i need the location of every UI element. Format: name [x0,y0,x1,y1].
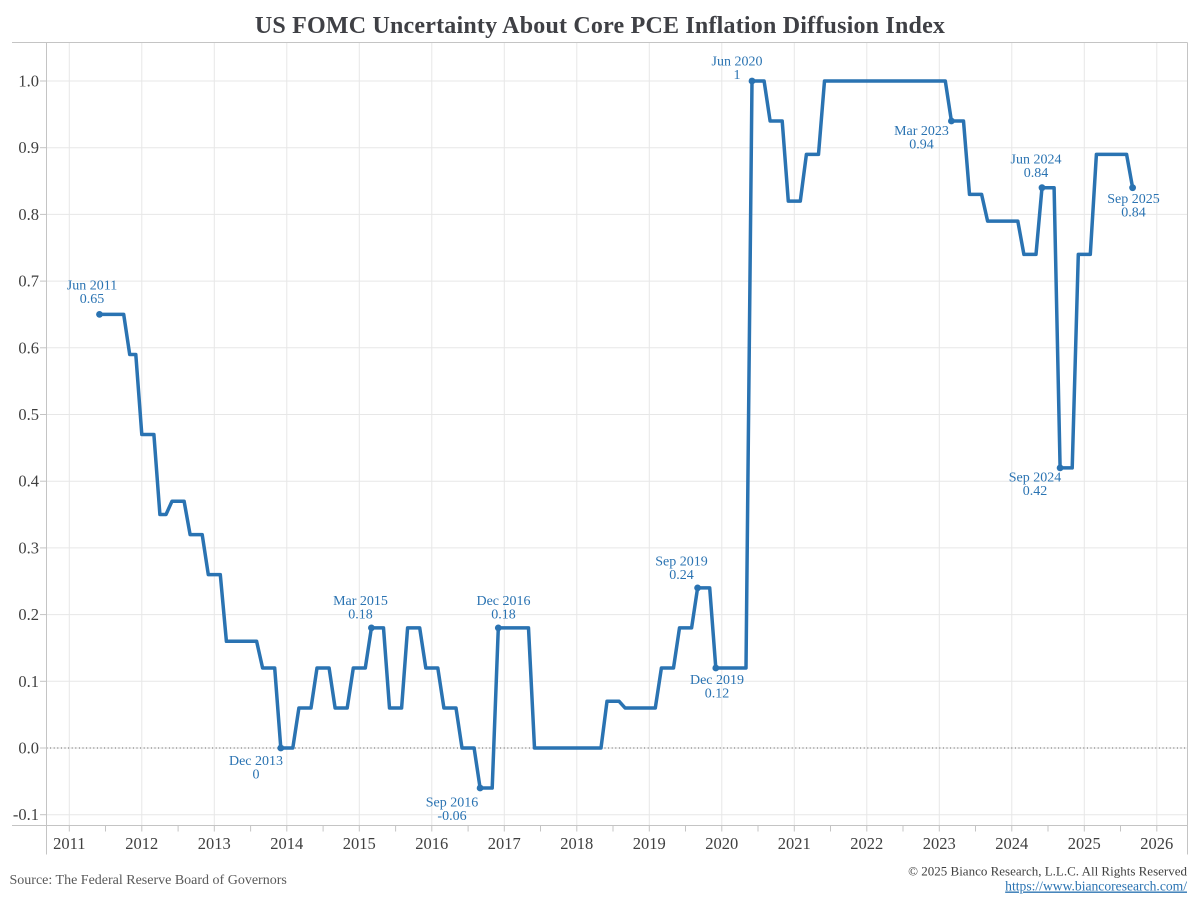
svg-text:0.18: 0.18 [491,608,516,623]
svg-text:2017: 2017 [488,834,521,853]
svg-text:1: 1 [734,68,741,83]
svg-text:0.84: 0.84 [1024,166,1049,181]
svg-text:1.0: 1.0 [18,72,39,91]
svg-text:0.6: 0.6 [18,338,39,357]
svg-text:Sep 2025: Sep 2025 [1107,192,1160,207]
svg-text:2020: 2020 [705,834,738,853]
svg-text:Source: The Federal Reserve Bo: Source: The Federal Reserve Board of Gov… [10,873,287,888]
svg-text:0.94: 0.94 [909,138,934,153]
svg-text:2019: 2019 [633,834,666,853]
svg-text:2015: 2015 [343,834,376,853]
svg-text:0.2: 0.2 [18,605,39,624]
svg-text:0: 0 [253,768,260,783]
svg-text:US FOMC Uncertainty About Core: US FOMC Uncertainty About Core PCE Infla… [255,13,945,39]
svg-text:2016: 2016 [415,834,448,853]
svg-text:0.0: 0.0 [18,739,39,758]
svg-text:Sep 2024: Sep 2024 [1009,471,1062,486]
svg-text:2026: 2026 [1140,834,1173,853]
svg-text:2022: 2022 [850,834,883,853]
svg-text:0.18: 0.18 [348,608,373,623]
svg-text:2012: 2012 [125,834,158,853]
svg-text:Dec 2016: Dec 2016 [476,594,530,609]
svg-text:Dec 2013: Dec 2013 [229,754,283,769]
svg-text:2018: 2018 [560,834,593,853]
svg-text:0.8: 0.8 [18,205,39,224]
svg-text:2025: 2025 [1068,834,1101,853]
svg-text:0.65: 0.65 [80,292,105,307]
svg-text:0.3: 0.3 [18,538,39,557]
svg-text:Jun 2011: Jun 2011 [67,279,117,294]
svg-text:Jun 2020: Jun 2020 [712,55,763,70]
svg-text:2013: 2013 [198,834,231,853]
svg-text:-0.1: -0.1 [13,805,39,824]
svg-text:0.7: 0.7 [18,272,39,291]
svg-text:2023: 2023 [923,834,956,853]
svg-text:2024: 2024 [995,834,1028,853]
svg-text:https://www.biancoresearch.com: https://www.biancoresearch.com/ [1005,879,1187,894]
svg-text:-0.06: -0.06 [437,809,466,824]
svg-text:0.9: 0.9 [18,138,39,157]
svg-text:0.24: 0.24 [669,568,694,583]
svg-text:0.1: 0.1 [18,672,39,691]
svg-text:Sep 2019: Sep 2019 [655,555,708,570]
svg-text:0.84: 0.84 [1121,206,1146,221]
svg-text:2021: 2021 [778,834,811,853]
svg-text:0.42: 0.42 [1023,484,1048,499]
svg-text:Jun 2024: Jun 2024 [1011,153,1062,168]
svg-text:Dec 2019: Dec 2019 [690,673,744,688]
svg-text:0.12: 0.12 [705,687,730,702]
svg-text:2011: 2011 [53,834,85,853]
svg-text:Sep 2016: Sep 2016 [426,796,479,811]
svg-text:© 2025 Bianco Research, L.L.C.: © 2025 Bianco Research, L.L.C. All Right… [908,864,1187,879]
svg-text:Mar 2023: Mar 2023 [894,124,949,139]
svg-text:Mar 2015: Mar 2015 [333,594,388,609]
svg-text:2014: 2014 [270,834,303,853]
svg-text:0.4: 0.4 [18,472,39,491]
svg-text:0.5: 0.5 [18,405,39,424]
